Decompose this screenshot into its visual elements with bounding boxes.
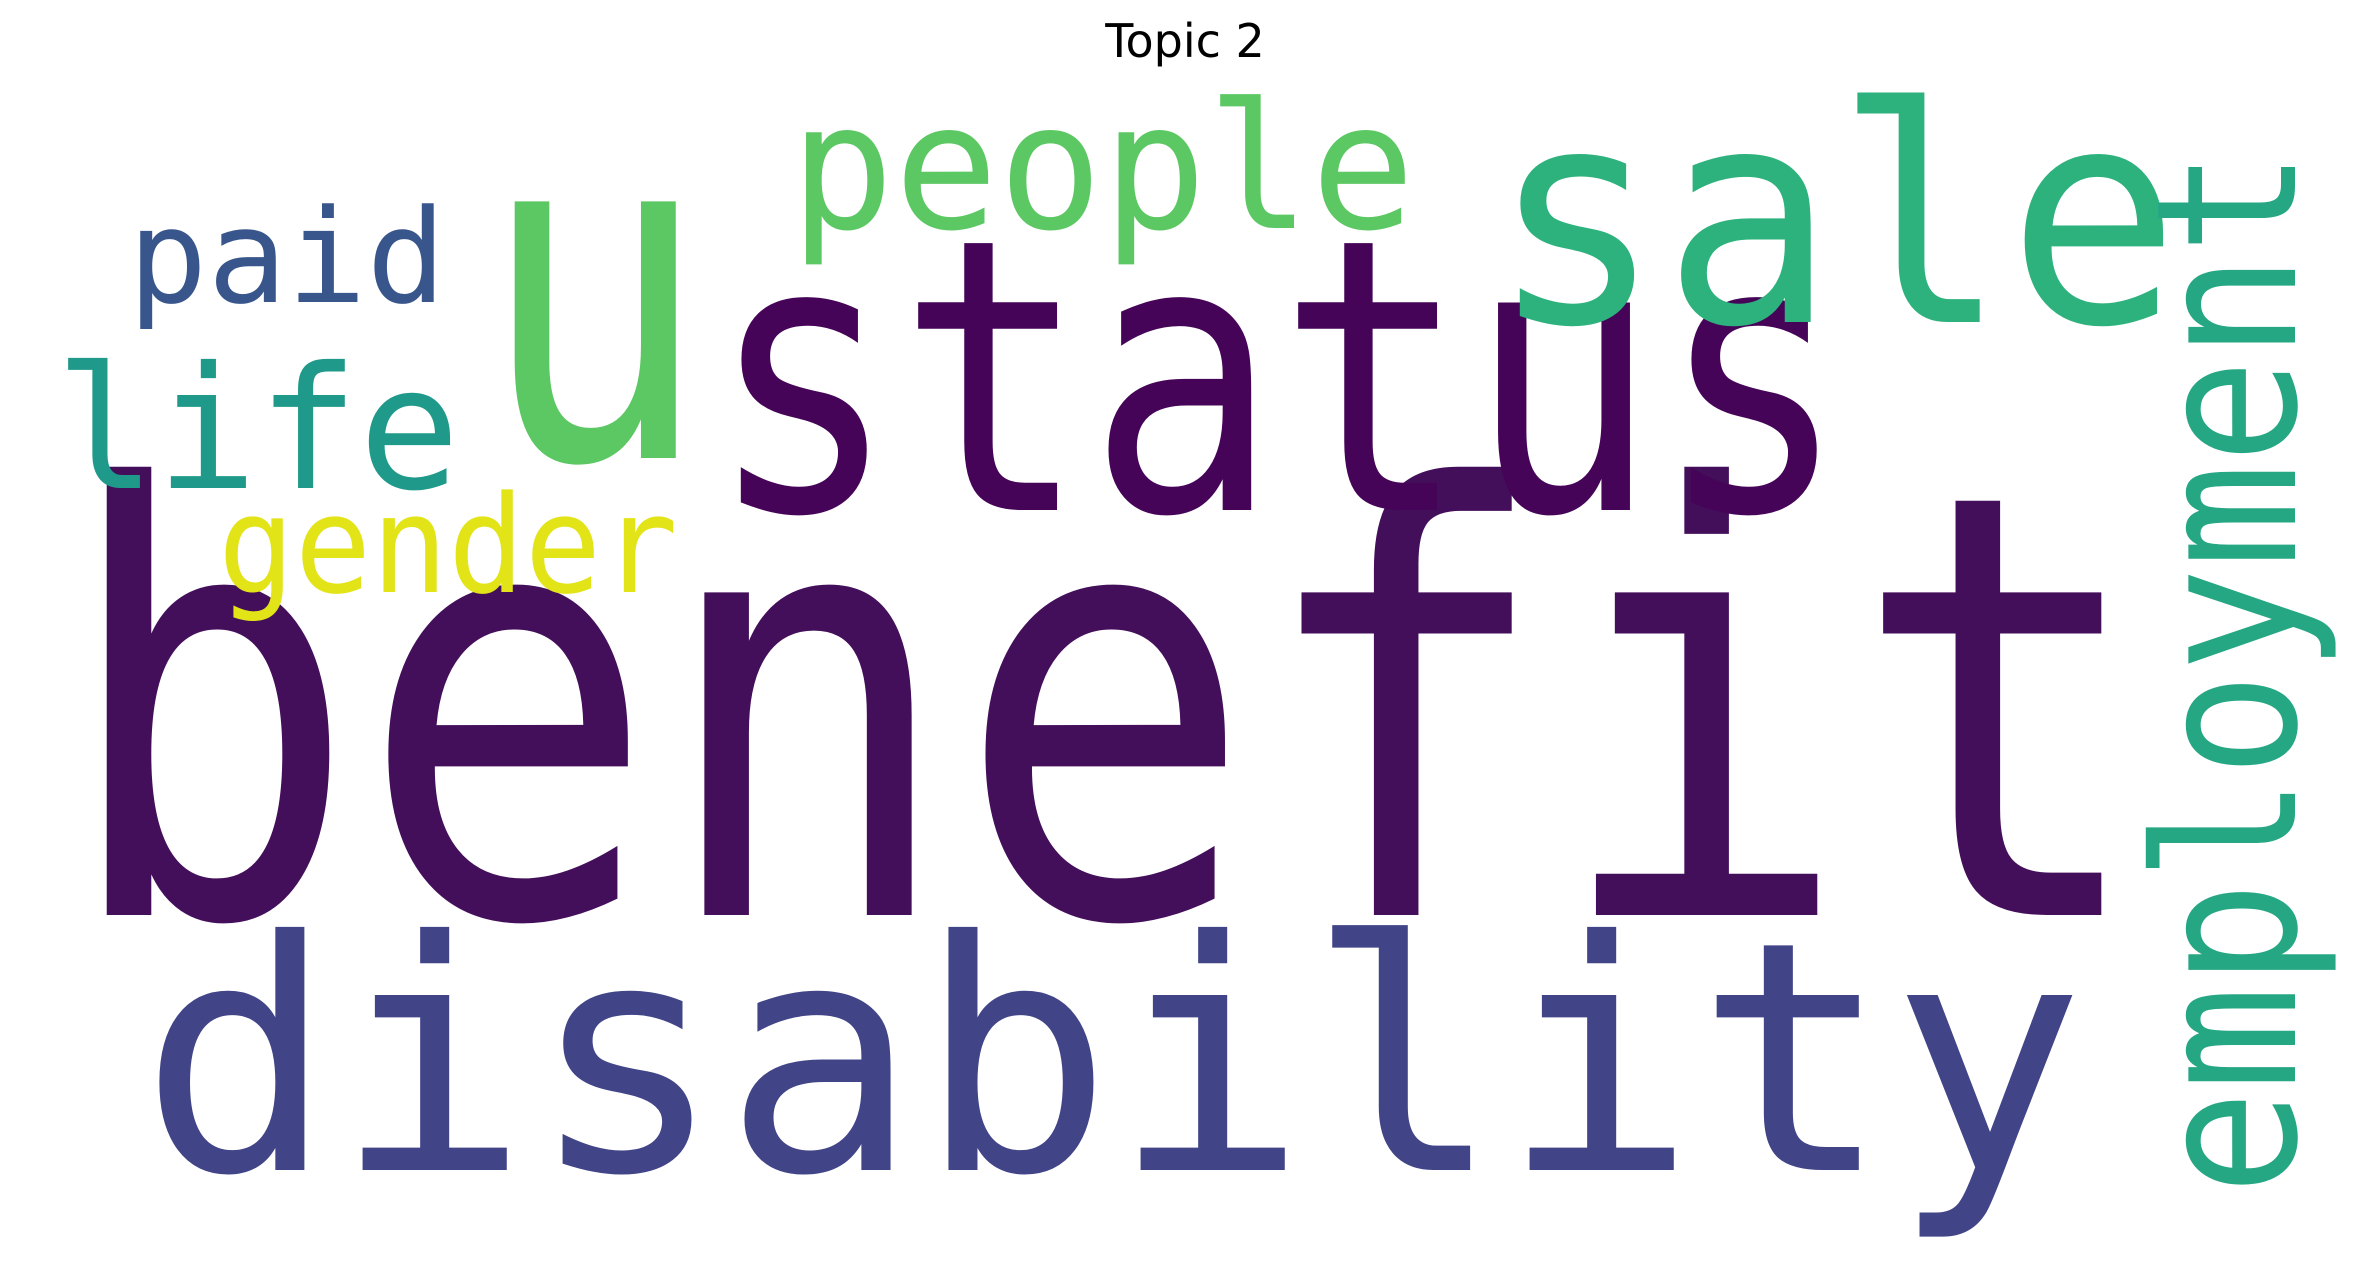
word-disability: disability xyxy=(140,874,2085,1246)
chart-title: Topic 2 xyxy=(1105,14,1265,68)
word-life: life xyxy=(55,331,460,529)
word-u: u xyxy=(478,22,710,569)
word-sale: sale xyxy=(1490,44,2180,393)
word-benefit: benefit xyxy=(60,368,2150,1055)
word-employment: employment xyxy=(2114,150,2341,1195)
word-paid: paid xyxy=(128,181,446,333)
word-gender: gender xyxy=(218,467,678,624)
word-people: people xyxy=(790,67,1415,270)
word-status: status xyxy=(708,157,1848,600)
